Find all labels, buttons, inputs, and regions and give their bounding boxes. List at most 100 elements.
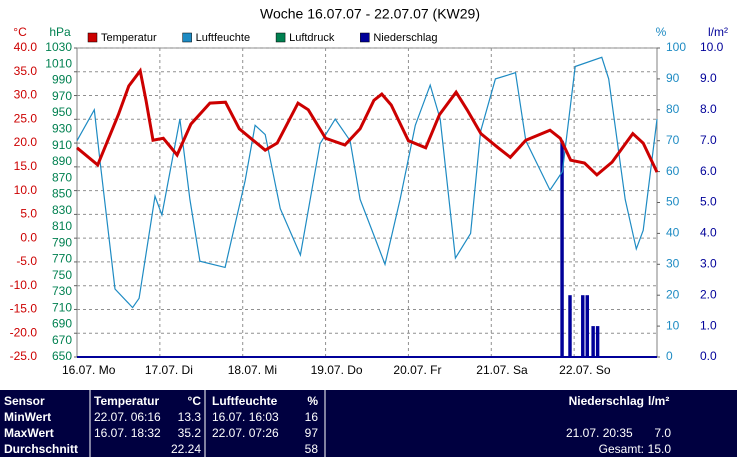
table-cell: Durchschnitt <box>4 442 78 456</box>
y2-tick-label: 50 <box>666 195 680 209</box>
y2-tick-label: 10 <box>666 318 680 332</box>
series-line <box>76 67 659 177</box>
y4-tick-label: 7.0 <box>700 133 717 147</box>
table-background <box>0 390 737 457</box>
y-tick-label: -25.0 <box>10 349 38 363</box>
y-tick-label: 35.0 <box>14 64 38 78</box>
y-tick-label: 0.0 <box>20 230 37 244</box>
y3-tick-label: 1030 <box>45 40 72 54</box>
y4-axis-unit: l/m² <box>708 25 728 39</box>
x-tick-label: 18.07. Mi <box>228 363 277 377</box>
table-cell: MaxWert <box>4 426 54 440</box>
y-tick-label: 5.0 <box>20 207 37 221</box>
y-tick-label: 10.0 <box>14 183 38 197</box>
y4-tick-label: 3.0 <box>700 256 717 270</box>
y4-tick-label: 6.0 <box>700 164 717 178</box>
y-tick-label: -15.0 <box>10 302 38 316</box>
x-tick-label: 19.07. Do <box>311 363 363 377</box>
y-axis-unit: °C <box>13 25 27 39</box>
y3-tick-label: 710 <box>52 300 72 314</box>
y2-tick-label: 0 <box>666 349 673 363</box>
y3-tick-label: 830 <box>52 203 72 217</box>
precip-bar <box>581 295 585 357</box>
y-tick-label: -10.0 <box>10 278 38 292</box>
y-tick-label: 15.0 <box>14 159 38 173</box>
legend-label: Luftdruck <box>289 32 335 44</box>
legend-label: Niederschlag <box>373 32 437 44</box>
y-tick-label: 30.0 <box>14 88 38 102</box>
y2-axis-unit: % <box>656 25 667 39</box>
y3-tick-label: 850 <box>52 187 72 201</box>
legend-label: Temperatur <box>101 32 157 44</box>
table-cell: 15.0 <box>648 442 672 456</box>
table-cell: Gesamt: <box>599 442 644 456</box>
y-tick-label: 25.0 <box>14 111 38 125</box>
precip-bar <box>591 326 595 357</box>
y3-tick-label: 970 <box>52 89 72 103</box>
y4-tick-label: 9.0 <box>700 71 717 85</box>
y2-tick-label: 30 <box>666 256 680 270</box>
y3-tick-label: 990 <box>52 73 72 87</box>
y3-tick-label: 770 <box>52 252 72 266</box>
y4-tick-label: 8.0 <box>700 102 717 116</box>
table-cell: 16.07. 16:03 <box>212 410 279 424</box>
y3-tick-label: 790 <box>52 235 72 249</box>
y3-tick-label: 650 <box>52 349 72 363</box>
y3-tick-label: 730 <box>52 284 72 298</box>
table-cell: °C <box>188 394 202 408</box>
y2-tick-label: 70 <box>666 133 680 147</box>
y3-tick-label: 690 <box>52 317 72 331</box>
table-cell: Sensor <box>4 394 45 408</box>
y2-tick-label: 80 <box>666 102 680 116</box>
table-cell: MinWert <box>4 410 51 424</box>
table-cell: 35.2 <box>178 426 202 440</box>
table-cell: % <box>307 394 318 408</box>
x-tick-label: 21.07. Sa <box>476 363 528 377</box>
y-tick-label: 40.0 <box>14 40 38 54</box>
y-tick-label: -5.0 <box>16 254 37 268</box>
y2-tick-label: 20 <box>666 287 680 301</box>
y4-tick-label: 0.0 <box>700 349 717 363</box>
y4-tick-label: 5.0 <box>700 195 717 209</box>
y-tick-label: -20.0 <box>10 325 38 339</box>
y3-tick-label: 810 <box>52 219 72 233</box>
table-cell: 22.07. 06:16 <box>94 410 161 424</box>
table-cell: 13.3 <box>178 410 202 424</box>
legend-swatch <box>87 32 98 43</box>
table-cell: Luftfeuchte <box>212 394 278 408</box>
legend-swatch <box>182 32 192 43</box>
y3-tick-label: 1010 <box>45 56 72 70</box>
legend-swatch <box>275 32 286 43</box>
x-tick-label: 22.07. So <box>559 363 611 377</box>
y4-tick-label: 2.0 <box>700 287 717 301</box>
series-line <box>76 56 658 309</box>
table-cell: l/m² <box>648 394 669 408</box>
y2-tick-label: 40 <box>666 226 680 240</box>
y3-tick-label: 870 <box>52 170 72 184</box>
y3-tick-label: 950 <box>52 105 72 119</box>
precip-bar <box>585 295 589 357</box>
table-cell: 16 <box>305 410 319 424</box>
y3-tick-label: 930 <box>52 121 72 135</box>
table-cell: 22.07. 07:26 <box>212 426 279 440</box>
y3-tick-label: 750 <box>52 268 72 282</box>
precip-bar <box>560 140 564 357</box>
precip-bar <box>595 326 600 357</box>
table-cell: 22.24 <box>171 442 201 456</box>
table-cell: 21.07. 20:35 <box>566 426 633 440</box>
x-tick-label: 17.07. Di <box>145 363 193 377</box>
y2-tick-label: 100 <box>666 40 686 54</box>
y4-tick-label: 10.0 <box>700 40 724 54</box>
table-cell: 97 <box>305 426 319 440</box>
y-tick-label: 20.0 <box>14 135 38 149</box>
x-tick-label: 20.07. Fr <box>393 363 441 377</box>
y3-axis-unit: hPa <box>49 25 71 39</box>
table-cell: Niederschlag <box>569 394 644 408</box>
y2-tick-label: 60 <box>666 164 680 178</box>
table-cell: Temperatur <box>94 394 159 408</box>
y3-tick-label: 890 <box>52 154 72 168</box>
y3-tick-label: 910 <box>52 138 72 152</box>
y4-tick-label: 4.0 <box>700 226 717 240</box>
x-tick-label: 16.07. Mo <box>62 363 116 377</box>
